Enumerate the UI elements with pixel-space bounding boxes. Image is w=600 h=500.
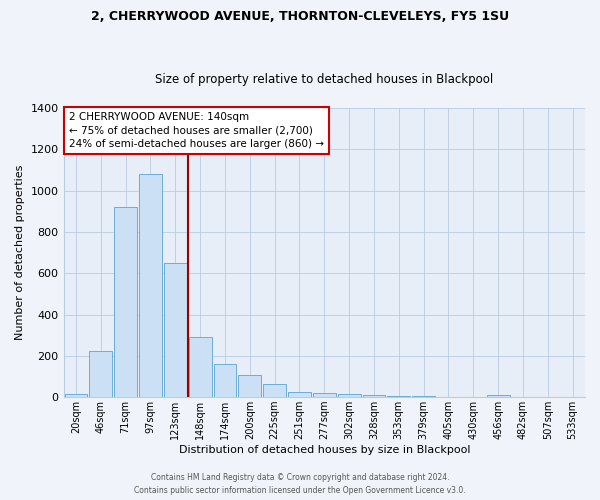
Title: Size of property relative to detached houses in Blackpool: Size of property relative to detached ho… [155,73,493,86]
Bar [487,394,509,397]
Bar [89,350,112,397]
Text: 2 CHERRYWOOD AVENUE: 140sqm
← 75% of detached houses are smaller (2,700)
24% of : 2 CHERRYWOOD AVENUE: 140sqm ← 75% of det… [69,112,324,148]
Y-axis label: Number of detached properties: Number of detached properties [15,165,25,340]
Bar [238,376,261,397]
Bar [288,392,311,397]
Bar [188,338,212,397]
Bar [139,174,162,397]
Bar [412,396,435,397]
Text: 2, CHERRYWOOD AVENUE, THORNTON-CLEVELEYS, FY5 1SU: 2, CHERRYWOOD AVENUE, THORNTON-CLEVELEYS… [91,10,509,23]
Bar [313,394,335,397]
Bar [65,394,88,397]
Bar [263,384,286,397]
X-axis label: Distribution of detached houses by size in Blackpool: Distribution of detached houses by size … [179,445,470,455]
Bar [114,207,137,397]
Bar [338,394,361,397]
Bar [164,263,187,397]
Bar [362,395,385,397]
Bar [214,364,236,397]
Bar [388,396,410,397]
Text: Contains HM Land Registry data © Crown copyright and database right 2024.
Contai: Contains HM Land Registry data © Crown c… [134,474,466,495]
